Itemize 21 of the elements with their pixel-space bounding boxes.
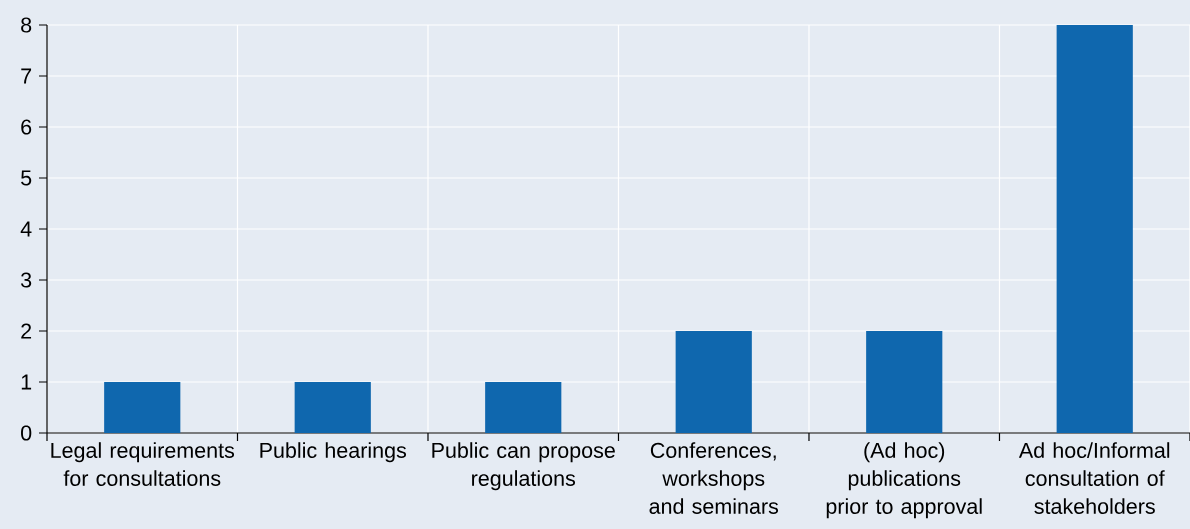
y-tick-label: 1	[21, 374, 32, 390]
y-tick-label: 7	[21, 68, 32, 84]
x-tick-label: Public hearings	[260, 442, 407, 463]
bar	[1056, 25, 1133, 433]
x-tick-label: Public can propose regulations	[432, 442, 615, 491]
y-tick-label: 3	[20, 272, 32, 288]
y-tick-label: 8	[21, 17, 32, 33]
y-tick-label: 5	[21, 170, 32, 186]
bar	[294, 382, 371, 433]
y-tick-label: 2	[21, 323, 32, 339]
y-tick-label: 0	[21, 425, 32, 441]
x-tick-label: Legal requirements for consultations	[51, 442, 235, 486]
x-tick-label: (Ad hoc) publications prior to approval	[826, 442, 982, 519]
x-tick-label: Conferences, workshops and seminars	[649, 442, 779, 514]
x-tick-label: Ad hoc/Informal consultation of stakeholders	[1018, 442, 1170, 514]
y-tick-label: 6	[21, 119, 32, 135]
bar	[485, 382, 562, 433]
bar	[675, 331, 752, 433]
y-tick-label: 4	[20, 221, 32, 237]
bar	[104, 382, 181, 433]
bar	[866, 331, 943, 433]
